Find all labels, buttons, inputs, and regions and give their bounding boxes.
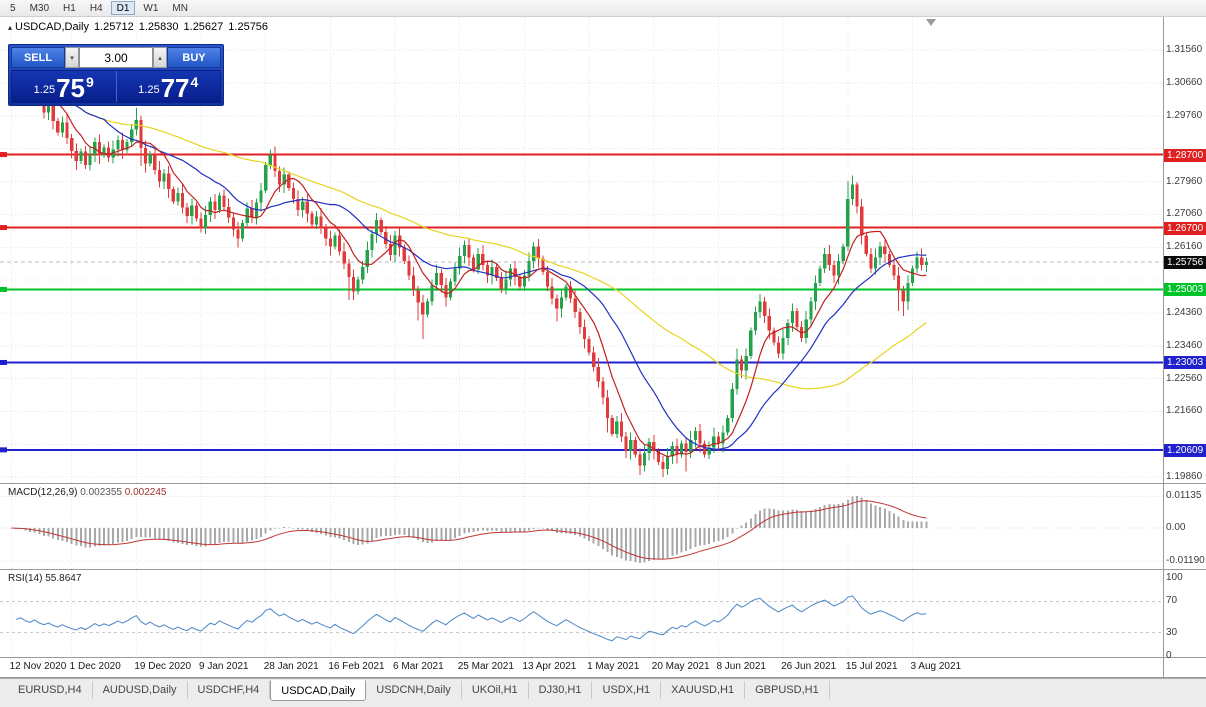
current-price-badge: 1.25756: [1164, 256, 1206, 269]
sell-button[interactable]: SELL: [11, 47, 65, 68]
timeframe-toolbar: 5 M30 H1 H4 D1 W1 MN: [0, 0, 1206, 17]
buy-price-prefix: 1.25: [138, 84, 160, 96]
time-axis-label: 1 Dec 2020: [69, 661, 121, 672]
ohlc-low: 1.25627: [183, 21, 224, 33]
chart-tab[interactable]: USDX,H1: [592, 681, 662, 699]
time-axis-label: 12 Nov 2020: [9, 661, 67, 672]
period-button-5[interactable]: 5: [10, 3, 16, 14]
time-axis-label: 13 Apr 2021: [522, 661, 577, 672]
chart-tab[interactable]: USDCNH,Daily: [366, 681, 462, 699]
buy-price-sup: 4: [190, 74, 199, 90]
period-button-w1[interactable]: W1: [143, 3, 159, 14]
price-axis-label: 1.29760: [1166, 109, 1203, 121]
chart-tab[interactable]: GBPUSD,H1: [745, 681, 830, 699]
price-axis-label: 1.21660: [1166, 405, 1203, 417]
price-level-badge: 1.20609: [1164, 443, 1206, 457]
divider: [115, 71, 117, 102]
ohlc-open: 1.25712: [93, 21, 134, 33]
price-axis-label: 1.23460: [1166, 339, 1203, 351]
rsi-axis-label: 100: [1166, 572, 1183, 583]
chart-title: ▴ USDCAD,Daily 1.25712 1.25830 1.25627 1.2575…: [8, 21, 273, 33]
ohlc-high: 1.25830: [138, 21, 179, 33]
macd-axis-label: -0.01190: [1166, 555, 1205, 567]
macd-main-value: 0.002355: [80, 487, 122, 498]
period-button-h4[interactable]: H4: [89, 3, 103, 14]
chart-tab[interactable]: XAUUSD,H1: [661, 681, 746, 699]
price-axis-label: 1.24360: [1166, 306, 1203, 318]
time-axis-label: 1 May 2021: [587, 661, 640, 672]
price-axis-label: 1.22560: [1166, 372, 1203, 384]
rsi-axis-label: 30: [1166, 626, 1178, 638]
macd-name: MACD(12,26,9): [8, 487, 78, 498]
price-chart[interactable]: [0, 17, 1163, 483]
price-axis-label: 1.26160: [1166, 241, 1203, 253]
chart-tab[interactable]: USDCHF,H4: [188, 681, 271, 699]
rsi-axis-label: 0: [1166, 650, 1172, 661]
time-axis-label: 19 Dec 2020: [134, 661, 192, 672]
one-click-trading-panel: SELL ▾ 3.00 ▴ BUY 1.25 75 9 1.25 77 4: [8, 44, 224, 106]
price-level-badge: 1.28700: [1164, 148, 1206, 162]
time-axis-label: 9 Jan 2021: [199, 661, 249, 672]
pane-separator[interactable]: [0, 483, 1206, 484]
macd-signal-value: 0.002245: [124, 487, 167, 498]
time-axis-label: 8 Jun 2021: [716, 661, 766, 672]
one-click-toggle-icon[interactable]: ▴: [8, 23, 13, 32]
chart-tab[interactable]: UKOil,H1: [462, 681, 529, 699]
rsi-value: 55.8647: [45, 573, 82, 584]
chart-tabs-bar: EURUSD,H4 AUDUSD,Daily USDCHF,H4 USDCAD,Dai…: [0, 678, 1206, 707]
lot-dropdown-button[interactable]: ▾: [65, 47, 79, 68]
rsi-chart[interactable]: [0, 570, 1163, 657]
chart-symbol: USDCAD,Daily: [15, 21, 89, 33]
ohlc-close: 1.25756: [228, 21, 269, 33]
time-axis-label: 28 Jan 2021: [263, 661, 319, 672]
period-button-h1[interactable]: H1: [63, 3, 76, 14]
period-button-m30[interactable]: M30: [29, 3, 50, 14]
chart-tab[interactable]: AUDUSD,Daily: [93, 681, 188, 699]
buy-price-big: 77: [160, 73, 190, 103]
price-axis-label: 1.31560: [1166, 44, 1203, 56]
chevron-up-icon: ▴: [158, 54, 162, 62]
sell-price-display[interactable]: 1.25 75 9: [12, 71, 116, 102]
sell-price-big: 75: [56, 73, 86, 103]
price-level-badge: 1.23003: [1164, 356, 1206, 370]
chart-shift-marker: [926, 19, 936, 26]
chart-tab[interactable]: EURUSD,H4: [8, 681, 93, 699]
chart-tab[interactable]: DJ30,H1: [529, 681, 593, 699]
pane-separator: [0, 657, 1206, 658]
sell-price-sup: 9: [86, 74, 94, 90]
rsi-indicator-label: RSI(14) 55.8647: [8, 573, 81, 584]
period-button-d1[interactable]: D1: [110, 1, 136, 15]
price-level-badge: 1.26700: [1164, 221, 1206, 235]
time-axis-label: 15 Jul 2021: [845, 661, 898, 672]
macd-indicator-label: MACD(12,26,9) 0.002355 0.002245: [8, 487, 166, 498]
sell-price-prefix: 1.25: [33, 84, 56, 96]
buy-price-display[interactable]: 1.25 77 4: [117, 71, 221, 102]
rsi-axis-label: 70: [1166, 595, 1178, 607]
time-axis-label: 20 May 2021: [651, 661, 710, 672]
macd-chart[interactable]: [0, 484, 1163, 569]
price-axis-label: 1.30660: [1166, 77, 1203, 89]
lot-size-field[interactable]: 3.00: [79, 47, 153, 68]
price-level-badge: 1.25003: [1164, 283, 1206, 297]
time-axis-label: 25 Mar 2021: [457, 661, 514, 672]
time-axis-label: 26 Jun 2021: [781, 661, 837, 672]
price-axis-border: [1163, 17, 1164, 677]
macd-axis-label: 0.00: [1166, 522, 1186, 533]
buy-button[interactable]: BUY: [167, 47, 221, 68]
chevron-down-icon: ▾: [70, 54, 74, 62]
price-axis-label: 1.19860: [1166, 471, 1203, 483]
window-border: [0, 677, 1206, 678]
rsi-name: RSI(14): [8, 573, 43, 584]
price-axis-label: 1.27060: [1166, 208, 1203, 220]
price-axis-label: 1.27960: [1166, 175, 1203, 187]
pane-separator[interactable]: [0, 569, 1206, 570]
time-axis-label: 16 Feb 2021: [328, 661, 385, 672]
chart-tab[interactable]: USDCAD,Daily: [270, 680, 367, 701]
lot-spinner-button[interactable]: ▴: [153, 47, 167, 68]
time-axis-label: 3 Aug 2021: [910, 661, 962, 672]
period-button-mn[interactable]: MN: [172, 3, 188, 14]
macd-axis-label: 0.01135: [1166, 490, 1202, 502]
time-axis-label: 6 Mar 2021: [393, 661, 444, 672]
